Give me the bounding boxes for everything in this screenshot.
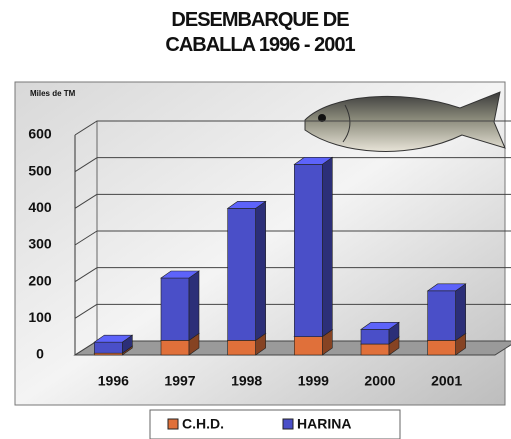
x-tick-label: 1998 — [231, 373, 262, 389]
bar-top — [426, 283, 467, 292]
x-tick-label: 2000 — [364, 373, 395, 389]
grid-line — [74, 340, 98, 356]
bar-segment — [294, 336, 323, 356]
legend-label: HARINA — [297, 416, 351, 432]
grid-line — [74, 303, 98, 319]
bar-segment — [227, 340, 256, 356]
bar-segment — [227, 208, 256, 341]
bar-segment — [427, 340, 456, 356]
grid-line — [74, 230, 98, 246]
y-axis-label: Miles de TM — [30, 89, 76, 98]
grid-line — [74, 193, 98, 209]
bar-top — [293, 157, 334, 165]
bar-top — [360, 322, 400, 330]
bar-segment — [360, 329, 390, 345]
x-tick-label: 2001 — [431, 373, 462, 389]
bar-segment — [360, 343, 390, 356]
grid-line — [74, 267, 98, 283]
x-tick-label: 1997 — [164, 373, 195, 389]
y-tick-label: 300 — [28, 236, 52, 252]
legend-swatch — [282, 418, 294, 430]
fish-picture — [304, 91, 506, 152]
x-tick-label: 1999 — [298, 373, 329, 389]
x-tick-label: 1996 — [98, 373, 129, 389]
bar-segment — [160, 340, 190, 356]
bar-side — [455, 283, 466, 341]
bar-segment — [160, 277, 190, 341]
bar-side — [188, 270, 200, 341]
bar-side — [255, 200, 266, 341]
grid-line — [74, 157, 98, 173]
bar-segment — [427, 290, 456, 341]
y-tick-label: 200 — [28, 272, 52, 288]
chart-title: DESEMBARQUE DE CABALLA 1996 - 2001 — [165, 9, 355, 56]
bar-segment — [294, 164, 323, 337]
bar-side — [322, 156, 333, 338]
bar-top — [226, 201, 267, 209]
grid-line — [74, 120, 98, 136]
legend-label: C.H.D. — [182, 416, 224, 432]
y-tick-label: 0 — [36, 346, 44, 362]
bar-top — [93, 334, 134, 343]
legend-box — [149, 409, 401, 439]
y-tick-label: 100 — [28, 309, 52, 325]
y-tick-label: 500 — [28, 162, 52, 178]
legend-swatch — [167, 418, 179, 430]
y-tick-label: 400 — [28, 199, 52, 215]
y-tick-label: 600 — [28, 126, 52, 142]
bar-segment — [94, 341, 123, 354]
bar-top — [160, 270, 200, 279]
